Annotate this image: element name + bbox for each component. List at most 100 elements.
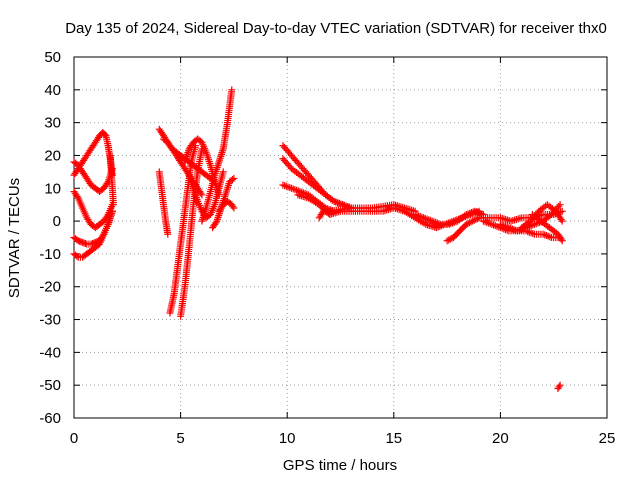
data-point-marker	[467, 211, 475, 219]
data-point-marker	[555, 383, 563, 391]
data-point-marker	[230, 174, 238, 182]
data-point-marker	[556, 381, 564, 389]
data-point-marker	[512, 226, 520, 234]
data-point-marker	[491, 222, 499, 230]
data-point-marker	[335, 199, 343, 207]
y-tick-label: 30	[44, 115, 61, 132]
data-point-marker	[291, 186, 299, 194]
data-point-marker	[446, 235, 454, 243]
data-point-marker	[445, 236, 453, 244]
data-point-marker	[472, 215, 480, 223]
series-arc-13	[185, 168, 227, 222]
y-axis-tick-labels: -60 -50 -40 -30 -20 -10 0 10 20 30 40 50	[39, 49, 61, 427]
data-point-marker	[555, 202, 563, 210]
data-point-marker	[415, 212, 423, 220]
data-point-marker	[444, 219, 452, 227]
data-point-marker	[418, 213, 426, 221]
y-tick-label: 50	[44, 49, 61, 66]
data-point-marker	[522, 227, 530, 235]
series-arc-06	[106, 151, 117, 209]
data-series	[70, 86, 566, 392]
series-arc-05	[70, 207, 116, 261]
series-arc-07	[155, 168, 172, 238]
y-tick-label: 20	[44, 147, 61, 164]
data-point-marker	[473, 208, 481, 216]
series-arc-21	[315, 207, 327, 222]
data-point-marker	[529, 221, 537, 229]
chart-title: Day 135 of 2024, Sidereal Day-to-day VTE…	[65, 20, 607, 37]
data-point-marker	[557, 235, 565, 243]
x-axis-label: GPS time / hours	[283, 457, 397, 474]
data-point-marker	[486, 220, 494, 228]
data-point-marker	[426, 216, 434, 224]
data-point-marker	[558, 237, 566, 245]
data-point-marker	[483, 218, 491, 226]
data-point-marker	[464, 220, 472, 228]
data-point-marker	[529, 230, 537, 238]
data-point-marker	[456, 214, 464, 222]
data-point-marker	[230, 204, 238, 212]
data-point-marker	[108, 207, 116, 215]
data-point-marker	[475, 207, 483, 215]
data-point-marker	[505, 224, 513, 232]
data-point-marker	[438, 222, 446, 230]
x-tick-label: 5	[176, 430, 184, 447]
x-tick-label: 20	[492, 430, 509, 447]
data-point-marker	[502, 222, 510, 230]
data-point-marker	[319, 207, 327, 215]
data-point-marker	[527, 229, 535, 237]
series-arc-25	[432, 207, 483, 232]
data-point-marker	[281, 182, 289, 190]
data-point-marker	[524, 228, 532, 236]
y-tick-label: 0	[53, 213, 61, 230]
data-point-marker	[436, 222, 444, 230]
data-point-marker	[558, 207, 566, 215]
y-axis-label: SDTVAR / TECUs	[6, 178, 23, 298]
data-point-marker	[432, 224, 440, 232]
data-point-marker	[458, 214, 466, 222]
data-point-marker	[470, 209, 478, 217]
data-point-marker	[103, 179, 111, 187]
data-point-marker	[455, 215, 463, 223]
data-point-marker	[468, 210, 476, 218]
data-point-marker	[453, 216, 461, 224]
data-point-marker	[332, 198, 340, 206]
data-point-marker	[525, 218, 533, 226]
y-tick-label: -20	[39, 279, 61, 296]
data-point-marker	[465, 211, 473, 219]
data-point-marker	[496, 220, 504, 228]
series-arc-23	[326, 204, 440, 232]
data-point-marker	[461, 212, 469, 220]
data-point-marker	[441, 220, 449, 228]
series-arc-01	[70, 128, 116, 179]
series-arc-31	[528, 211, 566, 245]
data-point-marker	[510, 226, 518, 234]
data-point-marker	[318, 209, 326, 217]
x-axis-tick-labels: 0 5 10 15 20 25	[70, 430, 616, 447]
data-point-marker	[525, 228, 533, 236]
data-point-marker	[544, 232, 552, 240]
data-point-marker	[101, 131, 109, 139]
data-point-marker	[416, 212, 424, 220]
x-tick-label: 15	[385, 430, 402, 447]
data-point-marker	[470, 216, 478, 224]
y-tick-label: -60	[39, 410, 61, 427]
data-point-marker	[425, 216, 433, 224]
data-point-marker	[421, 214, 429, 222]
data-point-marker	[508, 225, 516, 233]
data-point-marker	[330, 197, 338, 205]
y-tick-label: -30	[39, 312, 61, 329]
data-point-marker	[443, 237, 451, 245]
data-point-marker	[463, 212, 471, 220]
data-point-marker	[542, 232, 550, 240]
data-point-marker	[446, 218, 454, 226]
x-tick-label: 0	[70, 430, 78, 447]
data-point-marker	[428, 217, 436, 225]
y-tick-label: -50	[39, 377, 61, 394]
x-tick-label: 25	[599, 430, 616, 447]
grid	[74, 57, 607, 418]
data-point-marker	[532, 220, 540, 228]
data-point-marker	[541, 231, 549, 239]
data-point-marker	[423, 215, 431, 223]
data-point-marker	[73, 252, 81, 260]
